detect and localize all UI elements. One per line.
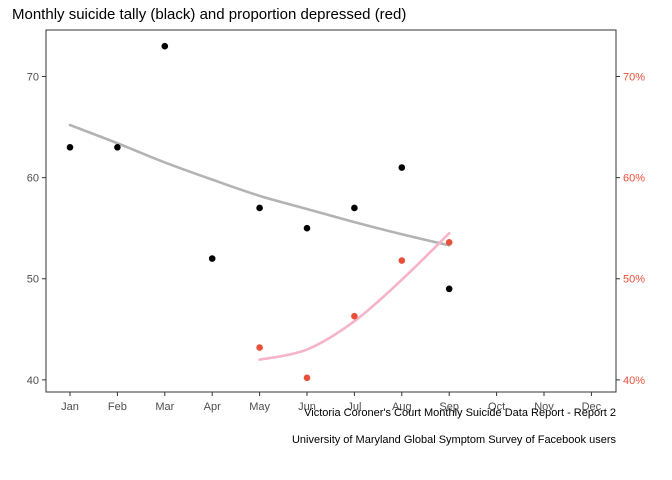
data-point-series-1: [161, 42, 169, 50]
x-tick-label: Aug: [392, 401, 412, 413]
plot-panel: [45, 29, 617, 393]
data-point-series-1: [351, 204, 358, 212]
data-point-series-1: [208, 255, 216, 262]
data-point-series-1: [303, 224, 311, 232]
data-point-series-2: [256, 344, 263, 351]
caption-source-1: Victoria Coroner's Court Monthly Suicide…: [304, 407, 616, 419]
data-point-series-1: [398, 164, 406, 171]
x-tick-label: Sep: [439, 401, 459, 413]
smooth-line-1: [68, 123, 451, 247]
caption-source-2: University of Maryland Global Symptom Su…: [292, 434, 617, 446]
data-point-series-1: [445, 285, 453, 293]
y-right-tick-label: 40%: [623, 375, 645, 387]
data-point-series-2: [351, 312, 358, 320]
y-left-tick-label: 70: [27, 72, 39, 84]
x-tick-label: Mar: [155, 401, 174, 413]
y-left-tick-label: 50: [27, 274, 39, 286]
smooth-line-2: [258, 231, 451, 361]
y-right-tick-label: 60%: [623, 173, 645, 185]
x-tick-label: Oct: [488, 401, 505, 413]
data-point-series-2: [445, 239, 453, 246]
data-point-series-2: [303, 374, 311, 382]
x-tick-label: May: [249, 401, 270, 413]
x-tick-label: Feb: [108, 401, 127, 413]
y-left-tick-label: 40: [27, 375, 39, 387]
x-tick-label: Nov: [534, 401, 554, 413]
y-left-tick-label: 60: [27, 173, 39, 185]
data-point-series-1: [114, 143, 121, 151]
data-point-series-1: [256, 204, 263, 212]
x-tick-label: Jul: [347, 401, 361, 413]
data-point-series-2: [398, 257, 406, 264]
chart-title: Monthly suicide tally (black) and propor…: [12, 6, 406, 23]
data-point-series-1: [66, 143, 74, 151]
y-right-tick-label: 50%: [623, 274, 645, 286]
x-tick-label: Jun: [298, 401, 316, 413]
x-tick-label: Dec: [582, 401, 602, 413]
x-tick-label: Jan: [61, 401, 79, 413]
x-tick-label: Apr: [204, 401, 221, 413]
y-right-tick-label: 70%: [623, 72, 645, 84]
